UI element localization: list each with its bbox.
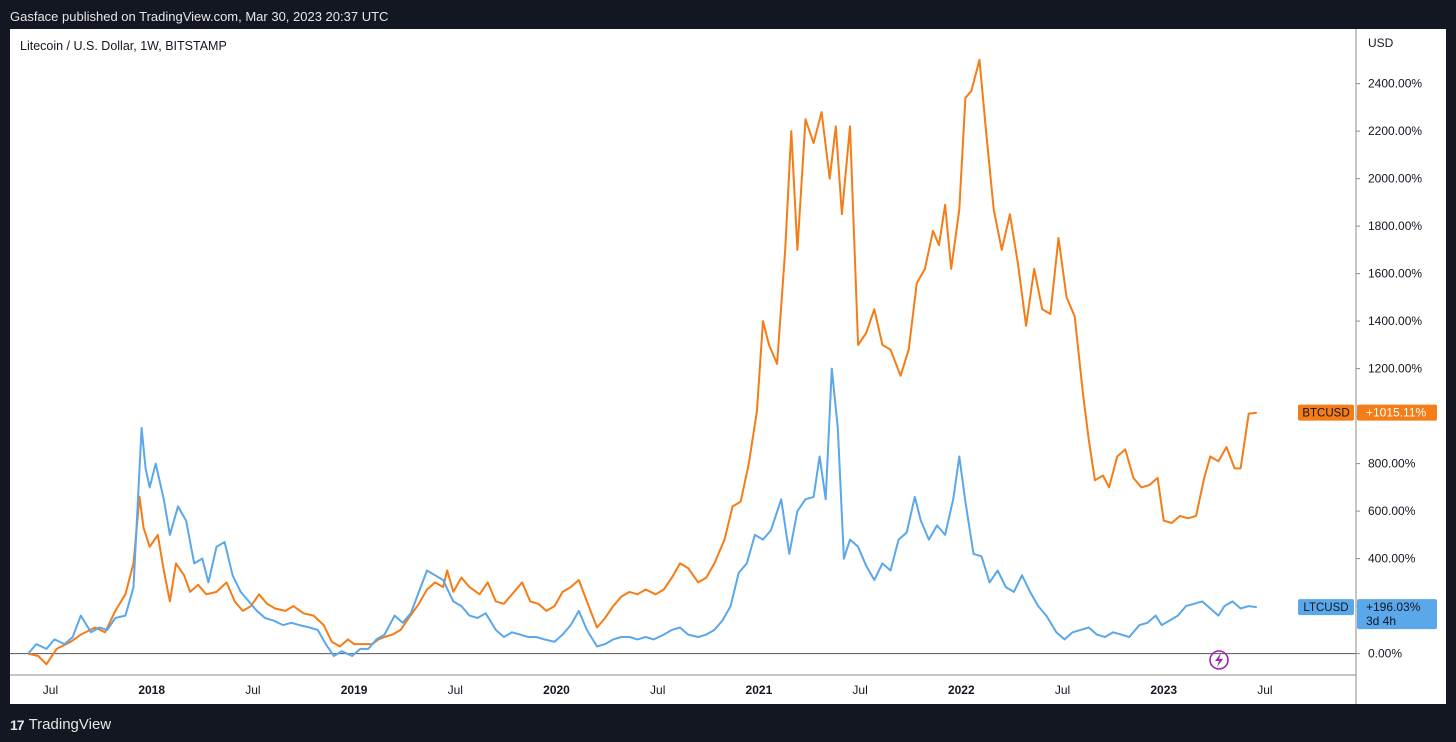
series-line-btcusd[interactable] [27, 58, 1257, 666]
x-tick-label: Jul [852, 683, 867, 697]
y-tick-label: 2000.00% [1368, 172, 1422, 186]
x-tick-label: 2023 [1150, 683, 1177, 697]
x-tick-label: 2018 [138, 683, 165, 697]
footer-brand-label: TradingView [28, 716, 112, 733]
series-last-value: +196.03% [1366, 600, 1421, 614]
y-tick-label: 0.00% [1368, 647, 1402, 661]
x-tick-label: Jul [650, 683, 665, 697]
lightning-icon[interactable] [1209, 650, 1229, 670]
y-tick-label: 1600.00% [1368, 267, 1422, 281]
y-tick-label: 1200.00% [1368, 362, 1422, 376]
footer-brand[interactable]: 17 TradingView [10, 716, 111, 733]
y-tick-label: 1800.00% [1368, 219, 1422, 233]
x-tick-label: 2020 [543, 683, 570, 697]
x-tick-label: Jul [245, 683, 260, 697]
chart-frame: Litecoin / U.S. Dollar, 1W, BITSTAMP USD… [10, 29, 1446, 704]
last-value-btcusd[interactable]: BTCUSD +1015.11% [1298, 404, 1437, 421]
x-tick-label: 2019 [341, 683, 368, 697]
y-tick-label: 600.00% [1368, 504, 1416, 518]
chart-title: Litecoin / U.S. Dollar, 1W, BITSTAMP [20, 39, 227, 53]
y-tick-label: 1400.00% [1368, 314, 1422, 328]
y-tick-label: 800.00% [1368, 457, 1416, 471]
x-tick-label: Jul [1257, 683, 1272, 697]
x-tick-label: 2021 [746, 683, 773, 697]
series-name-tag: LTCUSD [1303, 602, 1348, 614]
series-line-ltcusd[interactable] [27, 367, 1257, 657]
y-tick-label: 2400.00% [1368, 77, 1422, 91]
y-tick-label: 2200.00% [1368, 124, 1422, 138]
series-name-tag: BTCUSD [1302, 408, 1349, 420]
y-axis-label: USD [1368, 36, 1394, 50]
series-countdown: 3d 4h [1366, 614, 1396, 628]
x-tick-label: 2022 [948, 683, 975, 697]
y-tick-label: 400.00% [1368, 552, 1416, 566]
chart-svg[interactable]: USD 0.00%200.00%400.00%600.00%800.00%100… [10, 29, 1446, 704]
tradingview-logo-icon: 17 [10, 716, 25, 733]
last-value-ltcusd[interactable]: LTCUSD +196.03%3d 4h [1298, 599, 1437, 630]
x-tick-label: Jul [1055, 683, 1070, 697]
series-last-value: +1015.11% [1366, 406, 1426, 420]
x-tick-label: Jul [43, 683, 58, 697]
publish-info: Gasface published on TradingView.com, Ma… [10, 9, 389, 24]
x-tick-label: Jul [448, 683, 463, 697]
